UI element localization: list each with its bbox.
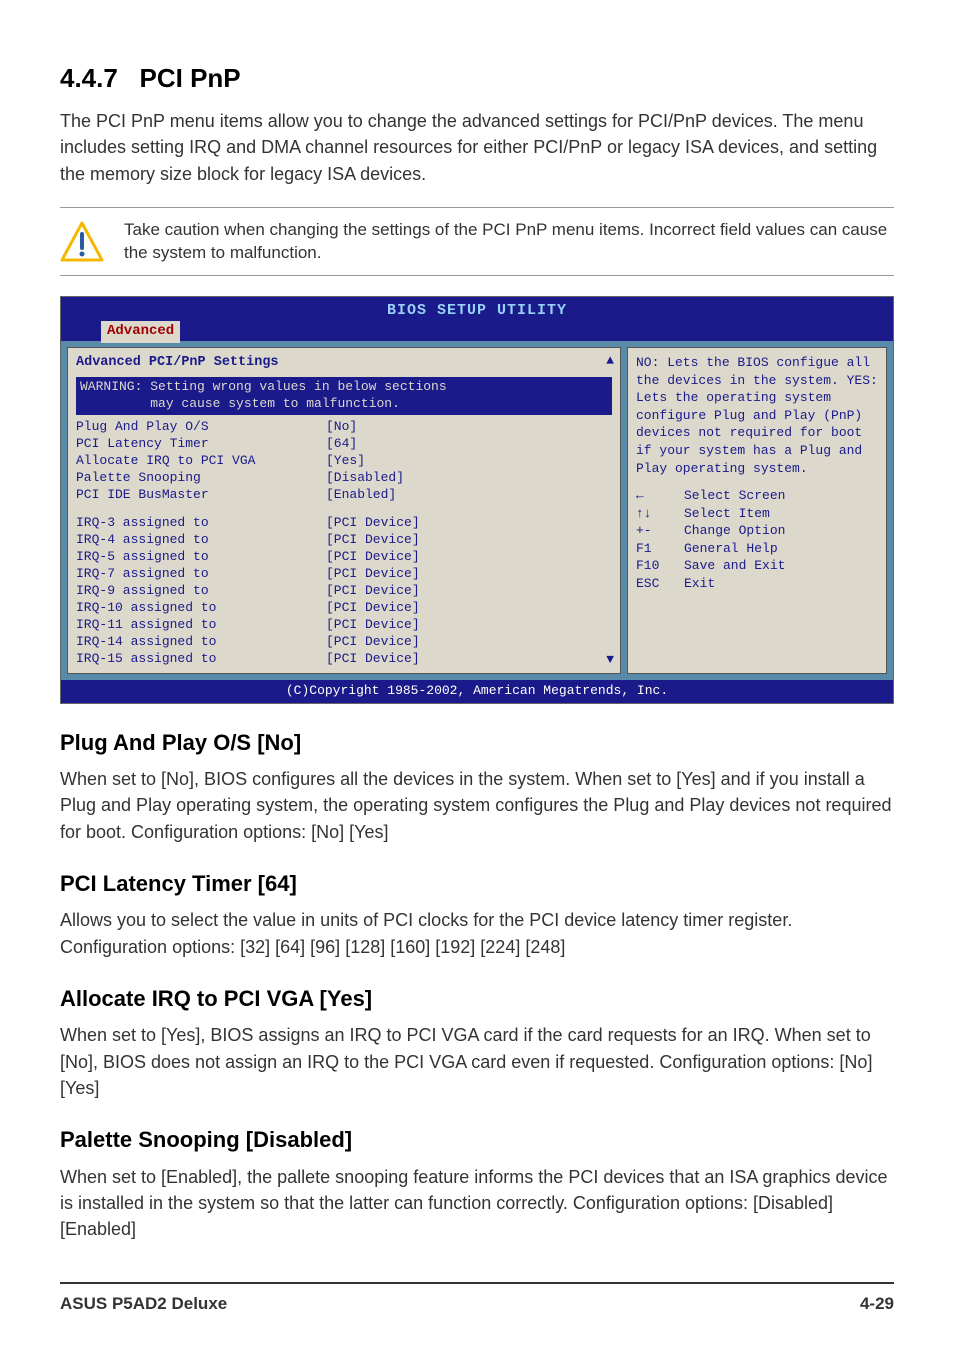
bios-warning: WARNING: Setting wrong values in below s… [76,377,612,415]
bios-row-label: IRQ-10 assigned to [76,600,326,617]
bios-row-value: [64] [326,436,357,453]
section-number: 4.4.7 [60,63,118,93]
bios-help-row: +-Change Option [636,522,878,540]
bios-help-desc: Save and Exit [684,557,785,575]
bios-row: IRQ-11 assigned to[PCI Device] [76,617,612,634]
section-intro: The PCI PnP menu items allow you to chan… [60,108,894,186]
footer-left: ASUS P5AD2 Deluxe [60,1292,227,1316]
subsection-heading: Palette Snooping [Disabled] [60,1125,894,1156]
section-title: PCI PnP [140,63,241,93]
bios-row-value: [No] [326,419,357,436]
bios-help-key: F10 [636,557,684,575]
scroll-down-icon: ▼ [606,651,614,669]
bios-help-desc: Change Option [684,522,785,540]
bios-row-label: IRQ-11 assigned to [76,617,326,634]
footer-right: 4-29 [860,1292,894,1316]
bios-row-value: [PCI Device] [326,634,420,651]
bios-row-label: Palette Snooping [76,470,326,487]
bios-help-desc: Exit [684,575,715,593]
bios-row-label: IRQ-14 assigned to [76,634,326,651]
bios-row-value: [PCI Device] [326,651,420,668]
bios-row-value: [Enabled] [326,487,396,504]
bios-help-row: ESCExit [636,575,878,593]
bios-help-row: ↑↓Select Item [636,505,878,523]
bios-row-label: Plug And Play O/S [76,419,326,436]
bios-row-value: [PCI Device] [326,617,420,634]
subsection-body: When set to [No], BIOS configures all th… [60,766,894,844]
bios-row-value: [PCI Device] [326,515,420,532]
bios-row-label: IRQ-4 assigned to [76,532,326,549]
bios-row-value: [Yes] [326,453,365,470]
bios-panel-heading: Advanced PCI/PnP Settings [76,354,612,373]
bios-row-value: [PCI Device] [326,532,420,549]
bios-row: PCI Latency Timer[64] [76,436,612,453]
subsection-heading: Allocate IRQ to PCI VGA [Yes] [60,984,894,1015]
bios-row: IRQ-3 assigned to[PCI Device] [76,515,612,532]
bios-row: IRQ-15 assigned to[PCI Device] [76,651,612,668]
bios-right-panel: NO: Lets the BIOS configue all the devic… [627,347,887,674]
bios-help-desc: General Help [684,540,778,558]
bios-row: IRQ-5 assigned to[PCI Device] [76,549,612,566]
bios-warning-l2: may cause system to malfunction. [80,396,400,411]
bios-help-desc: Select Item [684,505,770,523]
bios-row-label: Allocate IRQ to PCI VGA [76,453,326,470]
bios-screenshot: BIOS SETUP UTILITY Advanced ▲ Advanced P… [60,296,894,703]
bios-help-key: F1 [636,540,684,558]
bios-row: Plug And Play O/S[No] [76,419,612,436]
bios-row-label: PCI Latency Timer [76,436,326,453]
bios-tab-advanced: Advanced [101,321,180,343]
caution-text: Take caution when changing the settings … [124,218,894,266]
scroll-up-icon: ▲ [606,352,614,370]
bios-help-row: F1General Help [636,540,878,558]
bios-row-label: PCI IDE BusMaster [76,487,326,504]
bios-row: IRQ-10 assigned to[PCI Device] [76,600,612,617]
caution-box: Take caution when changing the settings … [60,207,894,277]
bios-help-row: F10Save and Exit [636,557,878,575]
bios-row: Allocate IRQ to PCI VGA[Yes] [76,453,612,470]
bios-row: IRQ-4 assigned to[PCI Device] [76,532,612,549]
bios-row-label: IRQ-15 assigned to [76,651,326,668]
bios-row-value: [PCI Device] [326,566,420,583]
bios-footer: (C)Copyright 1985-2002, American Megatre… [61,680,893,702]
bios-row-label: IRQ-7 assigned to [76,566,326,583]
bios-row-label: IRQ-5 assigned to [76,549,326,566]
subsection-body: Allows you to select the value in units … [60,907,894,959]
bios-tabrow: Advanced [61,321,893,341]
subsection-body: When set to [Enabled], the pallete snoop… [60,1164,894,1242]
caution-icon [60,220,104,264]
bios-body: ▲ Advanced PCI/PnP Settings WARNING: Set… [61,341,893,680]
bios-left-panel: ▲ Advanced PCI/PnP Settings WARNING: Set… [67,347,621,674]
bios-help-key: ← [636,487,684,505]
bios-help-key: ↑↓ [636,505,684,523]
bios-row: Palette Snooping[Disabled] [76,470,612,487]
bios-row-value: [PCI Device] [326,600,420,617]
section-heading: 4.4.7 PCI PnP [60,60,894,96]
bios-row: IRQ-7 assigned to[PCI Device] [76,566,612,583]
bios-warning-l1: WARNING: Setting wrong values in below s… [80,379,447,394]
bios-row-value: [PCI Device] [326,549,420,566]
bios-help-key: ESC [636,575,684,593]
bios-row-value: [Disabled] [326,470,404,487]
bios-row-value: [PCI Device] [326,583,420,600]
bios-row: PCI IDE BusMaster[Enabled] [76,487,612,504]
bios-row-label: IRQ-3 assigned to [76,515,326,532]
bios-row: IRQ-9 assigned to[PCI Device] [76,583,612,600]
bios-row: IRQ-14 assigned to[PCI Device] [76,634,612,651]
subsection-body: When set to [Yes], BIOS assigns an IRQ t… [60,1022,894,1100]
bios-row-label: IRQ-9 assigned to [76,583,326,600]
bios-title: BIOS SETUP UTILITY [61,297,893,321]
bios-help-key: +- [636,522,684,540]
subsection-heading: Plug And Play O/S [No] [60,728,894,759]
subsection-heading: PCI Latency Timer [64] [60,869,894,900]
bios-help-keys: ←Select Screen ↑↓Select Item +-Change Op… [636,487,878,592]
bios-help-desc: Select Screen [684,487,785,505]
bios-help-text: NO: Lets the BIOS configue all the devic… [636,354,878,477]
bios-help-row: ←Select Screen [636,487,878,505]
page-footer: ASUS P5AD2 Deluxe 4-29 [60,1282,894,1316]
